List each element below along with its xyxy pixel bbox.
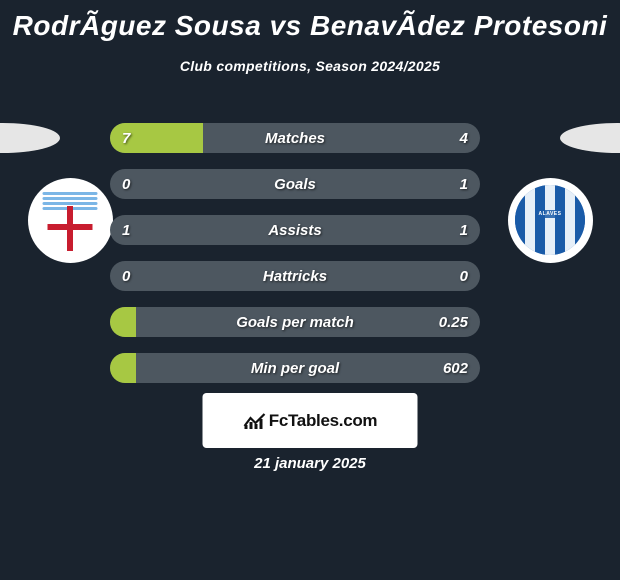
- stat-label: Hattricks: [110, 261, 480, 291]
- decor-oval-right: [560, 123, 620, 153]
- stat-row: 7Matches4: [110, 123, 480, 153]
- stat-value-right: 0: [460, 261, 468, 291]
- stat-label: Matches: [110, 123, 480, 153]
- stat-label: Goals: [110, 169, 480, 199]
- stat-value-right: 1: [460, 215, 468, 245]
- stat-row: Min per goal602: [110, 353, 480, 383]
- stat-row: Goals per match0.25: [110, 307, 480, 337]
- page-subtitle: Club competitions, Season 2024/2025: [0, 58, 620, 74]
- stat-label: Min per goal: [110, 353, 480, 383]
- page-title: RodrÃ­guez Sousa vs BenavÃ­dez Protesoni: [0, 0, 620, 42]
- stat-label: Assists: [110, 215, 480, 245]
- team-badge-left: [20, 175, 120, 265]
- brand-link[interactable]: FcTables.com: [243, 411, 378, 431]
- stat-value-right: 0.25: [439, 307, 468, 337]
- decor-oval-left: [0, 123, 60, 153]
- team-badge-right: ALAVES: [500, 175, 600, 265]
- date-label: 21 january 2025: [0, 455, 620, 472]
- stat-value-right: 1: [460, 169, 468, 199]
- stat-row: 0Hattricks0: [110, 261, 480, 291]
- stat-bars-container: 7Matches40Goals11Assists10Hattricks0Goal…: [110, 123, 480, 399]
- stat-label: Goals per match: [110, 307, 480, 337]
- celta-vigo-icon: [28, 178, 113, 263]
- stat-row: 1Assists1: [110, 215, 480, 245]
- brand-box[interactable]: FcTables.com: [203, 393, 418, 448]
- stat-value-right: 602: [443, 353, 468, 383]
- brand-logo-icon: [243, 412, 267, 430]
- stat-value-right: 4: [460, 123, 468, 153]
- alaves-icon: ALAVES: [508, 178, 593, 263]
- stat-row: 0Goals1: [110, 169, 480, 199]
- brand-label: FcTables.com: [269, 411, 378, 431]
